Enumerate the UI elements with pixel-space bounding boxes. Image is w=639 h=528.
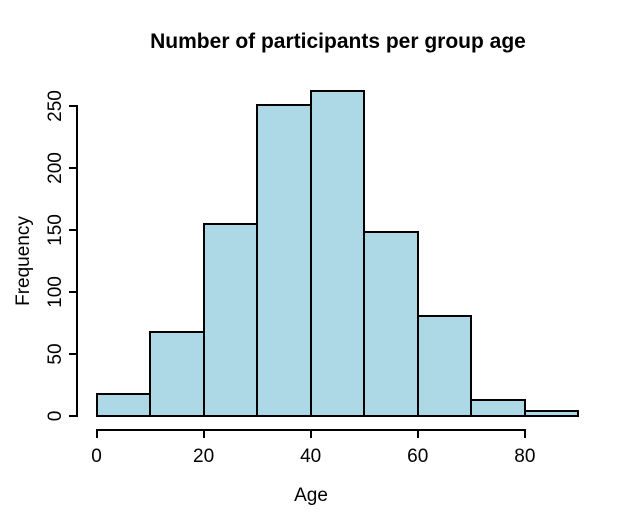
y-tick-50: [69, 353, 77, 355]
y-tick-100: [69, 291, 77, 293]
x-tick-label-40: 40: [300, 446, 322, 467]
histogram-bar-60-70: [416, 314, 473, 417]
y-tick-label-200: 200: [45, 152, 66, 184]
histogram-bar-70-80: [470, 398, 526, 417]
histogram-bar-10-20: [149, 330, 205, 417]
histogram-bar-40-50: [309, 90, 366, 417]
chart-title: Number of participants per group age: [150, 30, 526, 53]
histogram-bar-20-30: [202, 222, 259, 417]
x-tick-label-0: 0: [91, 446, 102, 467]
y-tick-label-0: 0: [45, 410, 66, 422]
y-tick-0: [69, 415, 77, 417]
y-tick-label-150: 150: [45, 214, 66, 246]
histogram-bar-30-40: [256, 103, 312, 417]
y-axis-title: Frequency: [13, 216, 34, 306]
y-tick-label-250: 250: [45, 90, 66, 122]
x-tick-40: [309, 430, 312, 438]
y-tick-label-100: 100: [45, 276, 66, 308]
x-tick-60: [416, 430, 419, 438]
histogram-bar-0-10: [95, 392, 152, 417]
x-tick-80: [523, 430, 526, 438]
y-tick-label-50: 50: [45, 343, 66, 365]
x-tick-0: [95, 430, 98, 438]
x-tick-20: [202, 430, 205, 438]
x-tick-label-60: 60: [407, 446, 429, 467]
x-tick-label-80: 80: [514, 446, 536, 467]
histogram-bar-80-90: [523, 410, 580, 417]
x-axis-title: Age: [294, 485, 328, 506]
y-tick-150: [69, 229, 77, 231]
y-tick-250: [69, 105, 77, 107]
y-tick-200: [69, 167, 77, 169]
y-axis-line: [75, 105, 78, 417]
x-tick-label-20: 20: [193, 446, 215, 467]
histogram-bar-50-60: [363, 231, 419, 417]
